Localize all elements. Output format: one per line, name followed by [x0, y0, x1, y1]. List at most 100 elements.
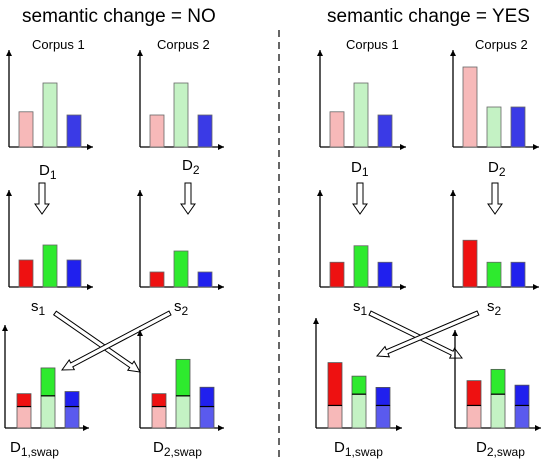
left-s1-label: s1 — [31, 298, 46, 318]
right-dist2-chart — [450, 50, 539, 150]
x-axis-arrowhead — [83, 425, 89, 431]
bar-lower — [64, 406, 80, 429]
left-dist1-chart — [6, 50, 93, 150]
left-d2-label: D2 — [182, 157, 200, 177]
bar — [173, 250, 189, 288]
bar — [353, 82, 369, 148]
bar-upper — [199, 386, 215, 407]
bar-lower — [40, 395, 56, 429]
left-s2-label: s2 — [174, 298, 189, 318]
right-arrow-s1-to-d2swap — [368, 310, 464, 359]
bar — [462, 239, 478, 288]
y-axis-arrowhead — [2, 325, 8, 331]
right-swap1-chart — [313, 318, 402, 431]
left-sample1-chart — [6, 190, 93, 290]
y-axis-arrowhead — [450, 190, 456, 196]
left-down-arrow-2 — [180, 182, 196, 215]
bar — [377, 114, 393, 148]
y-axis-arrowhead — [317, 190, 323, 196]
x-axis-arrowhead — [87, 144, 93, 150]
x-axis-arrowhead — [218, 284, 224, 290]
x-axis-arrowhead — [400, 284, 406, 290]
right-sample1-chart — [317, 190, 406, 290]
y-axis-arrowhead — [450, 50, 456, 56]
y-axis-arrowhead — [313, 318, 319, 324]
y-axis-arrowhead — [452, 330, 458, 336]
x-axis-arrowhead — [533, 144, 539, 150]
bar-upper — [490, 368, 506, 395]
left-arrow-s1-to-d2swap — [52, 310, 141, 373]
left-arrow-s2-to-d1swap — [61, 310, 172, 371]
bar-lower — [151, 406, 167, 429]
bar — [149, 271, 165, 288]
bar — [377, 261, 393, 288]
left-d2swap-label: D2,swap — [153, 439, 202, 459]
bar-lower — [514, 405, 530, 429]
bar — [18, 259, 34, 288]
right-corpus1-label: Corpus 1 — [346, 37, 399, 52]
bar-upper — [64, 391, 80, 407]
bar-upper — [466, 380, 482, 406]
right-arrow-s2-to-d1swap — [375, 310, 480, 358]
swap-arrows — [52, 310, 480, 373]
x-axis-arrowhead — [533, 284, 539, 290]
left-corpus1-label: Corpus 1 — [32, 37, 85, 52]
y-axis-arrowhead — [6, 190, 12, 196]
left-d1swap-label: D1,swap — [10, 439, 59, 459]
left-corpus2-label: Corpus 2 — [157, 37, 210, 52]
bar — [42, 244, 58, 288]
bar-upper — [351, 375, 367, 395]
bar — [66, 114, 82, 148]
bar-lower — [16, 406, 32, 429]
bar — [18, 111, 34, 148]
bar — [149, 114, 165, 148]
bar — [353, 245, 369, 288]
right-down-arrow-2 — [487, 182, 503, 215]
title-no-change: semantic change = NO — [22, 6, 216, 27]
left-swap2-chart — [137, 330, 224, 431]
bar-lower — [327, 405, 343, 429]
bar — [66, 259, 82, 288]
left-dist2-chart — [137, 50, 224, 150]
x-axis-arrowhead — [87, 284, 93, 290]
bar-upper — [16, 393, 32, 407]
right-corpus2-label: Corpus 2 — [475, 37, 528, 52]
x-axis-arrowhead — [218, 425, 224, 431]
bar — [173, 82, 189, 148]
bar — [486, 106, 502, 148]
x-axis-arrowhead — [396, 425, 402, 431]
left-sample2-chart — [137, 190, 224, 290]
bar-lower — [375, 405, 391, 429]
y-axis-arrowhead — [317, 50, 323, 56]
left-down-arrow-1 — [34, 182, 50, 215]
x-axis-arrowhead — [400, 144, 406, 150]
x-axis-arrowhead — [535, 425, 541, 431]
left-d1-label: D1 — [39, 162, 57, 182]
right-d2swap-label: D2,swap — [476, 439, 525, 459]
bar — [197, 271, 213, 288]
right-s1-label: s1 — [353, 298, 368, 318]
y-axis-arrowhead — [137, 50, 143, 56]
bar-lower — [175, 395, 191, 429]
bar — [462, 66, 478, 148]
right-d1-label: D1 — [351, 159, 369, 179]
left-swap1-chart — [2, 325, 89, 431]
title-change: semantic change = YES — [327, 6, 530, 27]
right-d2-label: D2 — [488, 159, 506, 179]
y-axis-arrowhead — [6, 50, 12, 56]
bar — [486, 261, 502, 288]
bar-upper — [40, 367, 56, 397]
bar-lower — [199, 406, 215, 429]
y-axis-arrowhead — [137, 190, 143, 196]
bar — [329, 261, 345, 288]
right-dist1-chart — [317, 50, 406, 150]
right-swap2-chart — [452, 330, 541, 431]
bar — [42, 82, 58, 148]
bar-upper — [514, 384, 530, 406]
bar-lower — [466, 405, 482, 429]
bar-upper — [327, 362, 343, 406]
bar-upper — [175, 358, 191, 397]
bar-upper — [151, 393, 167, 407]
bar-upper — [375, 387, 391, 406]
